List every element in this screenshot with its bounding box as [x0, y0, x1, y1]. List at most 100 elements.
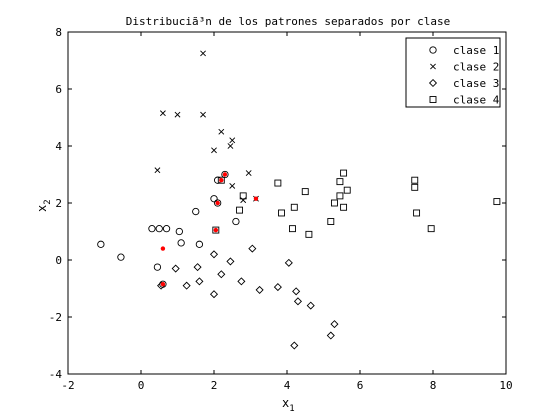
legend-label-clase-2: clase 2 [453, 61, 499, 74]
point-clase-1 [148, 224, 156, 233]
point-clase-2 [218, 128, 225, 135]
point-clase-3 [237, 277, 246, 286]
x-axis-label: x1 [282, 396, 295, 414]
point-clase-3 [293, 297, 302, 306]
point-clase-2 [227, 143, 234, 149]
highlighted-point [253, 196, 259, 201]
point-clase-1 [210, 195, 218, 203]
highlighted-points [160, 172, 259, 287]
x-tick-label: 4 [284, 379, 291, 392]
point-clase-3 [182, 281, 191, 290]
point-clase-4 [327, 218, 335, 225]
y-tick-label: 8 [55, 26, 62, 39]
point-clase-4 [340, 203, 348, 211]
point-clase-2 [211, 147, 217, 154]
point-clase-1 [221, 170, 229, 179]
highlighted-point [160, 246, 166, 251]
legend-marker-clase-2 [430, 63, 436, 70]
x-tick-label: 0 [138, 379, 145, 392]
point-clase-1 [175, 227, 183, 236]
legend-box [405, 37, 501, 108]
point-clase-4 [301, 188, 309, 196]
legend-marker-clase-3 [428, 78, 438, 88]
point-clase-3 [292, 287, 301, 296]
point-clase-1 [213, 199, 222, 207]
legend-label-clase-4: clase 4 [453, 94, 500, 107]
point-clase-3 [209, 250, 219, 259]
point-clase-4 [239, 192, 247, 200]
point-clase-4 [336, 192, 344, 200]
y-tick-label: -2 [49, 311, 62, 324]
point-clase-4 [305, 230, 313, 238]
highlighted-point [215, 200, 220, 206]
point-clase-3 [209, 290, 219, 299]
data-points [97, 50, 501, 350]
point-clase-2 [240, 197, 247, 204]
point-clase-3 [326, 331, 335, 340]
chart-title: Distribuciã³n de los patrones separados … [126, 15, 451, 28]
point-clase-4 [411, 183, 419, 191]
y-axis-label: x2 [35, 199, 53, 212]
series-clase-2 [154, 50, 259, 204]
point-clase-3 [217, 270, 226, 279]
point-clase-1 [117, 253, 125, 261]
y-tick-label: 2 [55, 197, 62, 210]
point-clase-2 [174, 111, 181, 118]
legend-label-clase-3: clase 3 [453, 77, 499, 90]
legend-marker-clase-1 [429, 46, 437, 54]
point-clase-3 [171, 264, 180, 273]
point-clase-3 [226, 257, 235, 266]
point-clase-1 [192, 207, 200, 216]
point-clase-3 [306, 301, 315, 310]
point-clase-4 [493, 198, 501, 206]
point-clase-2 [200, 111, 206, 118]
x-tick-label: 2 [211, 379, 218, 392]
point-clase-4 [289, 225, 296, 233]
point-clase-2 [159, 110, 166, 117]
point-clase-4 [411, 176, 419, 184]
point-clase-3 [248, 244, 257, 253]
point-clase-4 [274, 179, 282, 187]
point-clase-3 [290, 341, 299, 350]
point-clase-4 [336, 178, 344, 186]
point-clase-4 [278, 209, 285, 217]
point-clase-3 [193, 263, 202, 272]
point-clase-3 [255, 285, 264, 294]
point-clase-2 [229, 137, 236, 144]
legend-label-clase-1: clase 1 [453, 44, 499, 57]
axis-ticks [67, 31, 507, 375]
x-tick-label: -2 [61, 379, 74, 392]
point-clase-2 [245, 170, 252, 176]
point-clase-2 [200, 50, 206, 57]
point-clase-1 [153, 263, 162, 271]
point-clase-3 [284, 258, 293, 267]
point-clase-1 [195, 240, 204, 248]
point-clase-2 [154, 167, 161, 174]
y-tick-label: 0 [55, 254, 62, 267]
highlighted-point [219, 178, 224, 183]
series-clase-3 [157, 244, 339, 350]
point-clase-1 [162, 224, 171, 233]
point-clase-4 [427, 225, 435, 233]
point-clase-3 [195, 277, 204, 286]
point-clase-4 [331, 199, 338, 207]
point-clase-4 [236, 206, 244, 214]
point-clase-4 [290, 203, 298, 211]
x-tick-label: 10 [499, 379, 512, 392]
point-clase-4 [212, 226, 220, 234]
legend: clase 1 clase 2 clase 3 clase 4 [405, 37, 501, 108]
highlighted-point [160, 282, 166, 287]
point-clase-4 [343, 186, 351, 194]
point-clase-3 [273, 283, 282, 292]
point-clase-4 [340, 169, 348, 177]
highlighted-point [213, 227, 219, 233]
point-clase-1 [97, 240, 105, 248]
legend-marker-clase-4 [429, 96, 437, 103]
series-clase-4 [212, 169, 501, 238]
x-tick-label: 6 [357, 379, 364, 392]
y-tick-label: -4 [49, 368, 63, 381]
point-clase-1 [232, 217, 240, 226]
point-clase-1 [155, 224, 163, 233]
